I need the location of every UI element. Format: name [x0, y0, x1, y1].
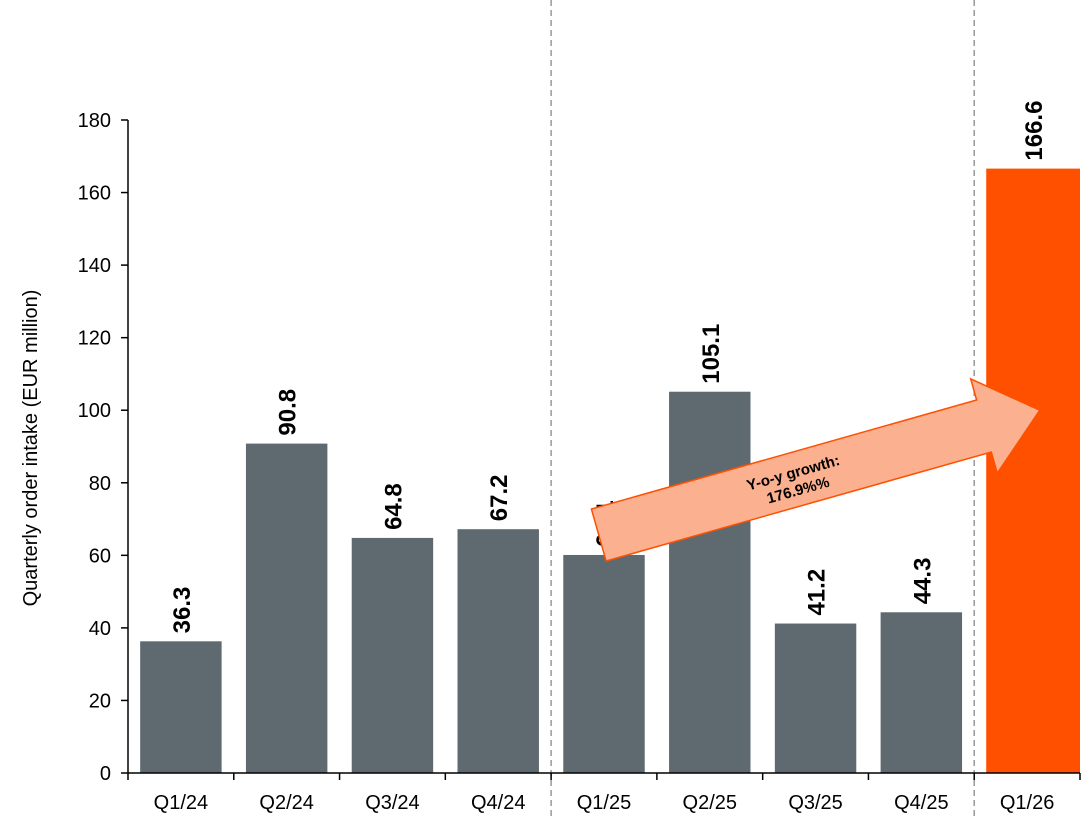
x-tick-label: Q2/24	[259, 792, 313, 814]
y-ticks-group: 0 20 40 60 80 100 120 140 160 180	[78, 110, 128, 785]
x-tick-label: Q1/24	[154, 792, 208, 814]
bar-q1-26	[986, 168, 1080, 773]
y-tick-label: 80	[89, 473, 111, 495]
x-tick-label: Q1/25	[577, 792, 631, 814]
y-tick-label: 120	[78, 328, 111, 350]
y-tick-label: 20	[89, 690, 111, 712]
bar-q3-24	[351, 537, 434, 773]
value-label: 90.8	[275, 389, 302, 436]
x-tick-label: Q4/24	[471, 792, 525, 814]
x-tick-label: Q4/25	[894, 792, 948, 814]
bar-q1-24	[140, 641, 222, 773]
axes-group: 0 20 40 60 80 100 120 140 160 180 Q1/24 Q2/24 Q3/24…	[78, 110, 1081, 814]
value-label: 67.2	[486, 474, 513, 521]
value-label: 166.6	[1021, 101, 1048, 161]
y-tick-label: 160	[78, 183, 111, 205]
y-tick-label: 180	[78, 110, 111, 132]
x-tick-label: Q2/25	[683, 792, 737, 814]
value-label: 64.8	[380, 483, 407, 530]
value-label: 105.1	[698, 324, 725, 384]
bar-q2-24	[245, 443, 328, 773]
x-tick-label: Q1/26	[1000, 792, 1054, 814]
x-tick-label: Q3/24	[365, 792, 419, 814]
bar-q2-25	[669, 391, 751, 773]
growth-arrow	[590, 377, 1041, 562]
bar-q3-25	[774, 623, 857, 773]
y-tick-label: 140	[78, 255, 111, 277]
y-tick-label: 0	[100, 763, 111, 785]
growth-annotation: Y-o-y growth: 176.9%%	[590, 377, 1041, 562]
bar-q4-24	[457, 529, 539, 773]
value-label: 41.2	[804, 569, 831, 616]
value-label: 44.3	[909, 558, 936, 605]
y-axis-label: Quarterly order intake (EUR million)	[20, 290, 42, 607]
bars-group	[140, 168, 1080, 773]
y-tick-label: 100	[78, 400, 111, 422]
value-label: 36.3	[169, 587, 196, 634]
x-ticks-group: Q1/24 Q2/24 Q3/24 Q4/24 Q1/25 Q2/25 Q3/25 Q4/25…	[127, 773, 1081, 814]
x-tick-label: Q3/25	[788, 792, 842, 814]
bar-q1-25	[563, 554, 645, 773]
y-tick-label: 60	[89, 545, 111, 567]
y-tick-label: 40	[89, 618, 111, 640]
bar-q4-25	[880, 612, 963, 773]
